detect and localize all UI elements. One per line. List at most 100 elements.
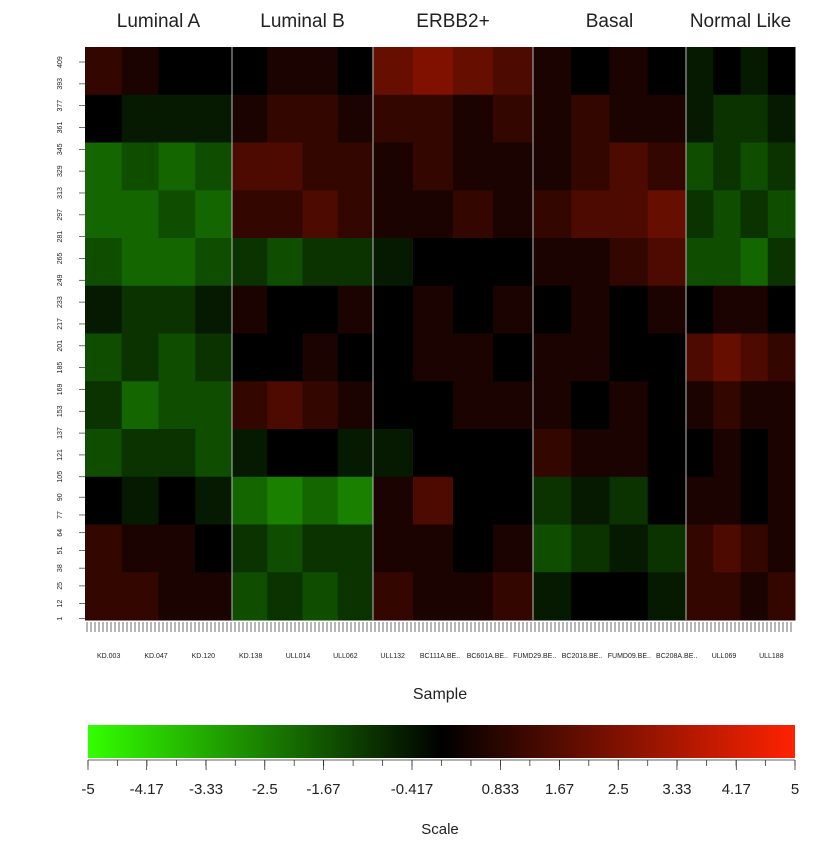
heatmap-cell	[413, 238, 454, 287]
x-tick-label: ULL069	[712, 653, 737, 660]
heatmap-cell	[413, 285, 454, 334]
colorbar-tick-label: 2.5	[608, 781, 629, 798]
x-axis-label: Sample	[413, 686, 467, 703]
heatmap-cell	[267, 476, 303, 525]
heatmap-cell	[337, 190, 374, 239]
heatmap-cell	[533, 333, 572, 382]
heatmap-cell	[413, 476, 454, 525]
heatmap-cell	[647, 285, 687, 334]
heatmap-cell	[493, 285, 534, 334]
heatmap-cell	[373, 238, 414, 287]
heatmap-cell	[740, 476, 769, 525]
heatmap-cell	[232, 47, 268, 96]
heatmap-cell	[302, 238, 339, 287]
heatmap-cell	[686, 429, 714, 478]
heatmap-cell	[609, 476, 649, 525]
heatmap-cell	[85, 285, 123, 334]
heatmap-cell	[686, 47, 714, 96]
heatmap-cell	[493, 429, 534, 478]
heatmap-cell	[373, 333, 414, 382]
heatmap-cell	[373, 94, 414, 143]
heatmap-cell	[337, 476, 374, 525]
colorbar-tick-label: 3.33	[662, 781, 691, 798]
y-tick-label: 265	[57, 253, 64, 265]
heatmap-cell	[158, 572, 196, 621]
heatmap-cell	[571, 47, 610, 96]
y-tick-label: 233	[57, 296, 64, 308]
heatmap-cell	[413, 333, 454, 382]
y-tick-label: 25	[57, 582, 64, 590]
heatmap-cell	[373, 142, 414, 191]
heatmap-cell	[767, 190, 796, 239]
heatmap-cell	[302, 142, 339, 191]
heatmap-cell	[453, 381, 494, 430]
heatmap-cell	[232, 190, 268, 239]
heatmap-cell	[413, 190, 454, 239]
heatmap-cell	[740, 142, 769, 191]
heatmap-cell	[493, 572, 534, 621]
colorbar-tick-label: -5	[81, 781, 94, 798]
heatmap-cell	[195, 476, 233, 525]
heatmap-cell	[85, 429, 123, 478]
heatmap-cell	[85, 94, 123, 143]
x-tick-label: FUMD09.BE..	[608, 653, 651, 660]
heatmap-cell	[767, 429, 796, 478]
heatmap-cell	[453, 524, 494, 573]
heatmap-cell	[302, 333, 339, 382]
colorbar-tick-label: -0.417	[391, 781, 434, 798]
heatmap-cell	[337, 429, 374, 478]
colorbar-tick-label: 5	[791, 781, 799, 798]
heatmap-cell	[413, 524, 454, 573]
heatmap-cell	[232, 381, 268, 430]
heatmap-cell	[571, 572, 610, 621]
x-tick-label: BC601A.BE..	[467, 653, 508, 660]
heatmap-cell	[302, 94, 339, 143]
colorbar-tick-label: 4.17	[722, 781, 751, 798]
heatmap-cell	[493, 190, 534, 239]
heatmap-cell	[302, 524, 339, 573]
heatmap-cell	[647, 190, 687, 239]
heatmap-cell	[337, 381, 374, 430]
heatmap-cell	[767, 524, 796, 573]
heatmap-cell	[493, 238, 534, 287]
heatmap-cell	[713, 524, 741, 573]
heatmap-cell	[158, 190, 196, 239]
heatmap-cell	[373, 381, 414, 430]
heatmap-cell	[158, 94, 196, 143]
heatmap-cell	[373, 429, 414, 478]
heatmap-cell	[533, 238, 572, 287]
heatmap-cell	[85, 238, 123, 287]
heatmap-cell	[533, 94, 572, 143]
heatmap-cell	[740, 429, 769, 478]
heatmap-cell	[453, 429, 494, 478]
heatmap-cell	[767, 476, 796, 525]
heatmap-cell	[121, 47, 159, 96]
heatmap-cell	[267, 572, 303, 621]
heatmap-cell	[232, 524, 268, 573]
heatmap-cell	[121, 238, 159, 287]
heatmap-cell	[195, 94, 233, 143]
heatmap-cell	[337, 142, 374, 191]
heatmap-cell	[195, 524, 233, 573]
y-tick-label: 377	[57, 100, 64, 112]
heatmap-cell	[713, 47, 741, 96]
x-tick-label: KD.047	[144, 653, 167, 660]
heatmap-cell	[609, 429, 649, 478]
heatmap-cell	[571, 238, 610, 287]
colorbar-tick-label: -3.33	[189, 781, 223, 798]
heatmap-cell	[337, 285, 374, 334]
heatmap-cell	[713, 142, 741, 191]
heatmap-cell	[767, 381, 796, 430]
heatmap-cell	[647, 142, 687, 191]
heatmap-cell	[713, 94, 741, 143]
heatmap-cell	[533, 524, 572, 573]
heatmap-cell	[302, 429, 339, 478]
heatmap-cell	[267, 381, 303, 430]
heatmap-cell	[195, 142, 233, 191]
heatmap-cell	[740, 190, 769, 239]
heatmap-cell	[267, 94, 303, 143]
heatmap-cell	[609, 524, 649, 573]
heatmap-cell	[740, 381, 769, 430]
group-label: Basal	[586, 11, 634, 32]
